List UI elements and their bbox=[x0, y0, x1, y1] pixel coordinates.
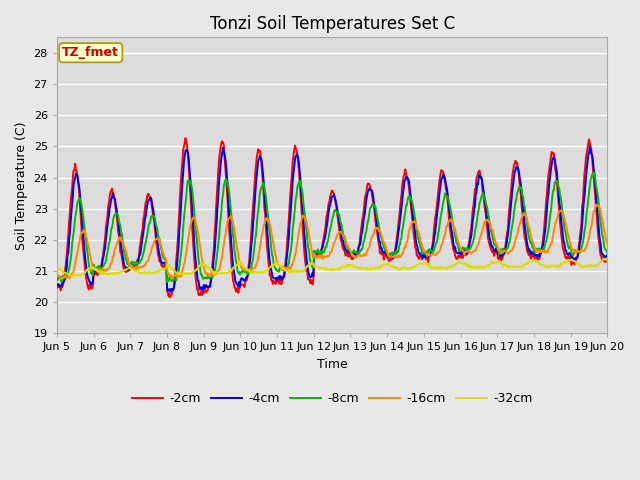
-16cm bbox=[205, 273, 213, 278]
-8cm bbox=[163, 279, 171, 285]
-4cm bbox=[166, 289, 174, 295]
-8cm bbox=[120, 242, 127, 248]
-2cm bbox=[63, 252, 70, 258]
-32cm bbox=[604, 255, 611, 261]
Line: -2cm: -2cm bbox=[57, 138, 607, 298]
-4cm bbox=[120, 258, 127, 264]
-2cm bbox=[417, 254, 424, 260]
-2cm bbox=[120, 264, 127, 270]
-32cm bbox=[416, 260, 424, 266]
-32cm bbox=[53, 265, 61, 271]
-4cm bbox=[416, 250, 424, 256]
Line: -32cm: -32cm bbox=[57, 258, 607, 276]
-2cm bbox=[401, 170, 408, 176]
-2cm bbox=[182, 135, 189, 141]
-8cm bbox=[400, 218, 408, 224]
-8cm bbox=[53, 276, 61, 281]
-32cm bbox=[176, 269, 184, 275]
-4cm bbox=[53, 282, 61, 288]
-4cm bbox=[400, 185, 408, 191]
-16cm bbox=[604, 241, 611, 247]
-8cm bbox=[176, 258, 184, 264]
-32cm bbox=[63, 270, 70, 276]
-4cm bbox=[176, 217, 184, 223]
Line: -8cm: -8cm bbox=[57, 172, 607, 282]
-32cm bbox=[400, 265, 408, 271]
Legend: -2cm, -4cm, -8cm, -16cm, -32cm: -2cm, -4cm, -8cm, -16cm, -32cm bbox=[127, 387, 538, 410]
-2cm bbox=[176, 190, 184, 196]
Line: -16cm: -16cm bbox=[57, 204, 607, 279]
-16cm bbox=[53, 270, 61, 276]
Text: TZ_fmet: TZ_fmet bbox=[62, 46, 119, 59]
-16cm bbox=[176, 273, 184, 279]
-32cm bbox=[68, 274, 76, 279]
-8cm bbox=[416, 240, 424, 246]
-16cm bbox=[592, 202, 600, 207]
-2cm bbox=[166, 295, 174, 300]
-16cm bbox=[400, 247, 408, 253]
-32cm bbox=[120, 268, 128, 274]
-4cm bbox=[586, 144, 594, 149]
-4cm bbox=[205, 284, 213, 289]
-2cm bbox=[604, 258, 611, 264]
-8cm bbox=[63, 273, 70, 278]
Y-axis label: Soil Temperature (C): Soil Temperature (C) bbox=[15, 121, 28, 250]
-8cm bbox=[590, 169, 598, 175]
-16cm bbox=[64, 274, 72, 279]
-16cm bbox=[416, 234, 424, 240]
-4cm bbox=[604, 252, 611, 258]
-8cm bbox=[205, 276, 213, 281]
-16cm bbox=[120, 243, 128, 249]
-32cm bbox=[205, 266, 213, 272]
-2cm bbox=[206, 283, 214, 289]
-4cm bbox=[63, 264, 70, 270]
Title: Tonzi Soil Temperatures Set C: Tonzi Soil Temperatures Set C bbox=[209, 15, 454, 33]
-2cm bbox=[53, 282, 61, 288]
-16cm bbox=[57, 276, 65, 282]
Line: -4cm: -4cm bbox=[57, 146, 607, 292]
X-axis label: Time: Time bbox=[317, 358, 348, 371]
-8cm bbox=[604, 250, 611, 255]
